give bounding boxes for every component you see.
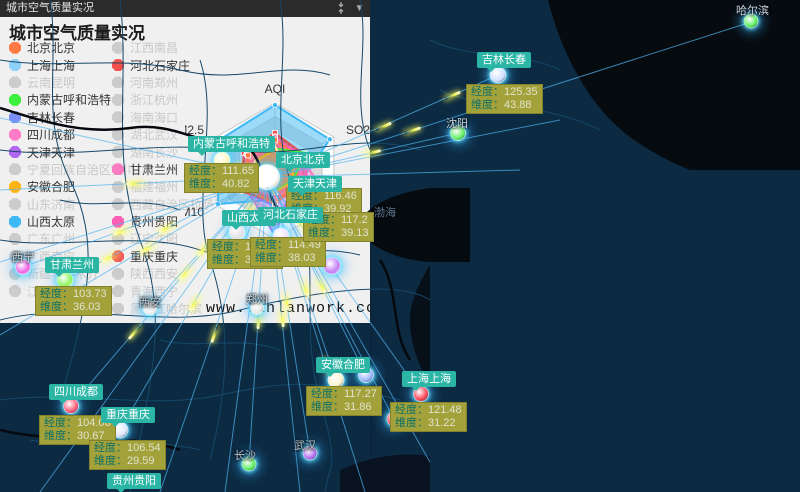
legend-label: 陕西西安 bbox=[130, 267, 179, 282]
legend-item[interactable]: 西藏自治区拉萨 bbox=[112, 196, 214, 213]
legend-item[interactable]: 内蒙古呼和浩特 bbox=[9, 91, 135, 108]
legend-item[interactable]: 宁夏回族自治区银川 bbox=[9, 161, 135, 178]
legend-dot bbox=[9, 163, 21, 176]
legend-dot bbox=[112, 163, 124, 176]
legend-dot bbox=[9, 76, 21, 89]
legend-dot bbox=[9, 41, 21, 54]
legend-dot bbox=[112, 302, 124, 315]
coordinate-box: 经度：104.06 维度：30.67 bbox=[39, 415, 116, 445]
city-label-bubble[interactable]: 北京北京 bbox=[276, 152, 330, 172]
legend-dot bbox=[112, 76, 124, 89]
map-city-label: 武汉 bbox=[294, 440, 316, 452]
legend-dot bbox=[112, 41, 124, 54]
map-city-label: 西宁 bbox=[12, 252, 34, 264]
coordinate-box: 经度：114.49 维度：38.03 bbox=[250, 237, 326, 267]
dropdown-icon[interactable]: ▼ bbox=[354, 3, 365, 14]
legend-dot bbox=[9, 215, 21, 228]
legend-dot bbox=[112, 285, 124, 298]
svg-text:SO2: SO2 bbox=[346, 123, 370, 137]
legend-dot bbox=[112, 59, 124, 72]
city-marker[interactable] bbox=[241, 456, 257, 472]
legend-dot bbox=[112, 93, 124, 106]
coordinate-box: 经度：125.35 维度：43.88 bbox=[466, 84, 543, 114]
coordinate-box: 经度：111.65 维度：40.82 bbox=[184, 163, 260, 193]
city-marker[interactable] bbox=[450, 125, 466, 141]
legend-label: 河南郑州 bbox=[130, 75, 179, 90]
legend-label: 北京北京 bbox=[27, 41, 76, 56]
legend-item[interactable]: 河南郑州 bbox=[112, 74, 214, 91]
legend-dot bbox=[9, 198, 21, 211]
legend-item[interactable]: 湖北武汉 bbox=[112, 126, 214, 143]
city-label-bubble[interactable]: 安徽合肥 bbox=[316, 357, 370, 377]
legend-label: 云南昆明 bbox=[27, 75, 76, 90]
legend-label: 海南海口 bbox=[130, 110, 179, 125]
svg-text:AQI: AQI bbox=[265, 82, 286, 96]
legend-item[interactable]: 山西太原 bbox=[9, 213, 135, 230]
legend-label: 上海上海 bbox=[27, 58, 76, 73]
map-city-label: 沈阳 bbox=[446, 118, 468, 130]
map-city-label: 渤海 bbox=[374, 207, 396, 219]
legend-dot bbox=[9, 128, 21, 141]
legend-item[interactable]: 陕西西安 bbox=[112, 265, 214, 282]
city-label-bubble[interactable]: 天津天津 bbox=[288, 176, 342, 196]
legend-label: 西藏自治区拉萨 bbox=[130, 197, 215, 212]
panel-title: 城市空气质量实况 bbox=[9, 24, 145, 43]
city-marker[interactable] bbox=[302, 445, 318, 461]
city-label-bubble[interactable]: 甘肃兰州 bbox=[45, 257, 99, 277]
panel-header-title: 城市空气质量实况 bbox=[6, 2, 94, 14]
legend-item[interactable]: 江西南昌 bbox=[112, 39, 214, 56]
city-label-bubble[interactable]: 内蒙古呼和浩特 bbox=[188, 136, 275, 156]
legend-dot bbox=[112, 128, 124, 141]
city-label-bubble[interactable]: 上海上海 bbox=[402, 371, 456, 391]
city-label-bubble[interactable]: 河北石家庄 bbox=[258, 207, 323, 227]
city-marker[interactable] bbox=[250, 301, 264, 315]
legend-dot bbox=[112, 267, 124, 280]
city-marker[interactable] bbox=[15, 259, 31, 275]
legend-item[interactable]: 北京北京 bbox=[9, 39, 135, 56]
city-label-bubble[interactable]: 重庆重庆 bbox=[101, 407, 155, 427]
city-marker[interactable] bbox=[142, 300, 158, 316]
legend-item[interactable]: 海南海口 bbox=[112, 109, 214, 126]
city-label-bubble[interactable]: 贵州贵阳 bbox=[107, 473, 161, 492]
panel-header[interactable]: 城市空气质量实况 ▼ bbox=[0, 0, 370, 17]
legend-label: 湖北武汉 bbox=[130, 128, 179, 143]
legend-label: 内蒙古呼和浩特 bbox=[27, 93, 112, 108]
legend-label: 山西太原 bbox=[27, 215, 76, 230]
map-city-label: 郑州 bbox=[246, 294, 268, 306]
legend-dot bbox=[112, 215, 124, 228]
city-label-bubble[interactable]: 吉林长春 bbox=[477, 52, 531, 72]
coordinate-box: 经度：103.73 维度：36.03 bbox=[35, 286, 112, 316]
svg-text:PM2.5: PM2.5 bbox=[185, 123, 204, 137]
coordinate-box: 经度：106.54 维度：29.59 bbox=[89, 440, 166, 470]
legend-dot bbox=[112, 111, 124, 124]
legend-dot bbox=[112, 232, 124, 245]
legend-item[interactable]: 甘肃兰州 bbox=[112, 161, 214, 178]
map-city-label: 哈尔滨 bbox=[736, 5, 769, 17]
map-city-label: 西安 bbox=[139, 297, 161, 309]
coordinate-box: 经度：121.48 维度：31.22 bbox=[390, 402, 467, 432]
legend-dot bbox=[9, 285, 21, 298]
collapse-icon[interactable] bbox=[334, 2, 347, 15]
legend-dot bbox=[112, 146, 124, 159]
collapse-icon-glyph bbox=[338, 2, 343, 14]
legend-label: 吉林长春 bbox=[27, 110, 76, 125]
legend-item[interactable]: 浙江杭州 bbox=[112, 91, 214, 108]
coordinate-box: 经度：117.27 维度：31.86 bbox=[306, 386, 382, 416]
map-city-label: 长沙 bbox=[234, 450, 256, 462]
svg-text:PM10: PM10 bbox=[185, 205, 204, 219]
legend-label: 甘肃兰州 bbox=[130, 162, 179, 177]
legend-dot bbox=[112, 198, 124, 211]
city-marker[interactable] bbox=[743, 13, 759, 29]
legend-label: 浙江杭州 bbox=[130, 93, 179, 108]
legend-label: 宁夏回族自治区银川 bbox=[27, 162, 136, 177]
legend-item[interactable]: 云南昆明 bbox=[9, 74, 135, 91]
legend-label: 江西南昌 bbox=[130, 41, 179, 56]
city-label-bubble[interactable]: 四川成都 bbox=[49, 384, 103, 404]
legend-dot bbox=[9, 93, 21, 106]
